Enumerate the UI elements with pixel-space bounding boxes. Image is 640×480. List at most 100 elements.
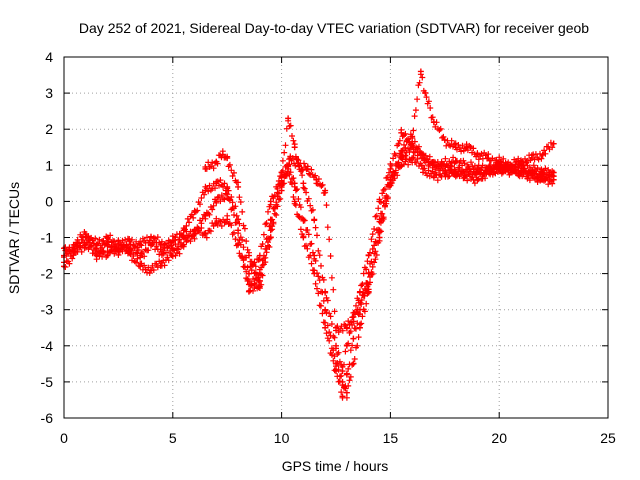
data-point (82, 230, 89, 237)
data-point (267, 227, 274, 234)
data-point (496, 165, 503, 172)
data-point (137, 252, 144, 259)
data-point (137, 263, 144, 270)
data-point (539, 176, 546, 183)
y-tick-label: 2 (45, 121, 53, 137)
data-point (343, 389, 350, 396)
data-point (474, 151, 481, 158)
data-point (180, 241, 187, 248)
data-point (376, 216, 383, 223)
data-point (245, 281, 252, 288)
y-tick-label: -4 (41, 338, 54, 354)
data-point (126, 248, 133, 255)
data-point (387, 165, 394, 172)
x-tick-label: 15 (383, 430, 399, 446)
data-point (245, 270, 252, 277)
data-point (224, 216, 231, 223)
data-point (452, 158, 459, 165)
data-point (409, 133, 416, 140)
series-track-b (61, 154, 557, 401)
data-point (322, 288, 329, 295)
data-point (311, 270, 318, 277)
data-point (441, 137, 448, 144)
x-tick-label: 10 (274, 430, 290, 446)
y-tick-label: -3 (41, 302, 54, 318)
data-point (191, 230, 198, 237)
data-point (365, 281, 372, 288)
data-point (343, 324, 350, 331)
data-point (245, 252, 252, 259)
y-tick-label: -6 (41, 410, 54, 426)
data-point (213, 158, 220, 165)
data-point (350, 335, 357, 342)
data-point (148, 266, 155, 273)
data-point (343, 342, 350, 349)
data-point (313, 176, 320, 183)
data-point (550, 169, 557, 176)
data-point (213, 180, 220, 187)
x-axis-label: GPS time / hours (282, 458, 389, 474)
data-point (291, 144, 298, 151)
data-point (420, 155, 427, 162)
data-point (420, 165, 427, 172)
x-tick-label: 20 (491, 430, 507, 446)
data-point (126, 238, 133, 245)
data-point (224, 191, 231, 198)
data-point (485, 155, 492, 162)
data-point (224, 155, 231, 162)
data-point (104, 241, 111, 248)
data-point (463, 144, 470, 151)
data-point (235, 227, 242, 234)
data-point (287, 155, 294, 162)
data-point (398, 162, 405, 169)
data-point (376, 227, 383, 234)
data-point (409, 155, 416, 162)
data-point (496, 158, 503, 165)
y-tick-label: 0 (45, 193, 53, 209)
y-tick-label: -5 (41, 374, 54, 390)
data-point (148, 234, 155, 241)
data-point (256, 252, 263, 259)
data-point (452, 169, 459, 176)
data-point (213, 220, 220, 227)
data-point (507, 162, 514, 169)
data-point (339, 368, 346, 375)
data-point (115, 245, 122, 252)
data-point (104, 234, 111, 241)
data-point (256, 277, 263, 284)
data-point (343, 371, 350, 378)
data-point (300, 234, 307, 241)
data-point (296, 162, 303, 169)
data-point (409, 144, 416, 151)
data-point (278, 173, 285, 180)
data-point (300, 180, 307, 187)
series-track-d (202, 68, 557, 336)
data-point (322, 324, 329, 331)
data-point (235, 216, 242, 223)
data-point (235, 183, 242, 190)
plot-area (61, 68, 557, 401)
data-point (304, 165, 311, 172)
data-point (339, 393, 346, 400)
data-point (430, 162, 437, 169)
data-point (93, 252, 100, 259)
data-point (267, 234, 274, 241)
data-point (158, 248, 165, 255)
data-point (550, 176, 557, 183)
data-point (322, 306, 329, 313)
data-point (333, 360, 339, 367)
data-point (376, 234, 383, 241)
data-point (356, 324, 363, 331)
data-point (169, 238, 176, 245)
data-point (256, 285, 263, 292)
axis-ticks: 0 5 10 15 20 25 -6 -5 -4 -3 -2 -1 0 1 2 3 4 (41, 49, 616, 446)
y-tick-label: 3 (45, 85, 53, 101)
data-point (158, 259, 165, 266)
data-point (202, 212, 209, 219)
chart-title: Day 252 of 2021, Sidereal Day-to-day VTE… (79, 20, 589, 36)
data-point (158, 241, 165, 248)
data-point (452, 144, 459, 151)
y-tick-label: 1 (45, 157, 53, 173)
data-point (539, 169, 546, 176)
